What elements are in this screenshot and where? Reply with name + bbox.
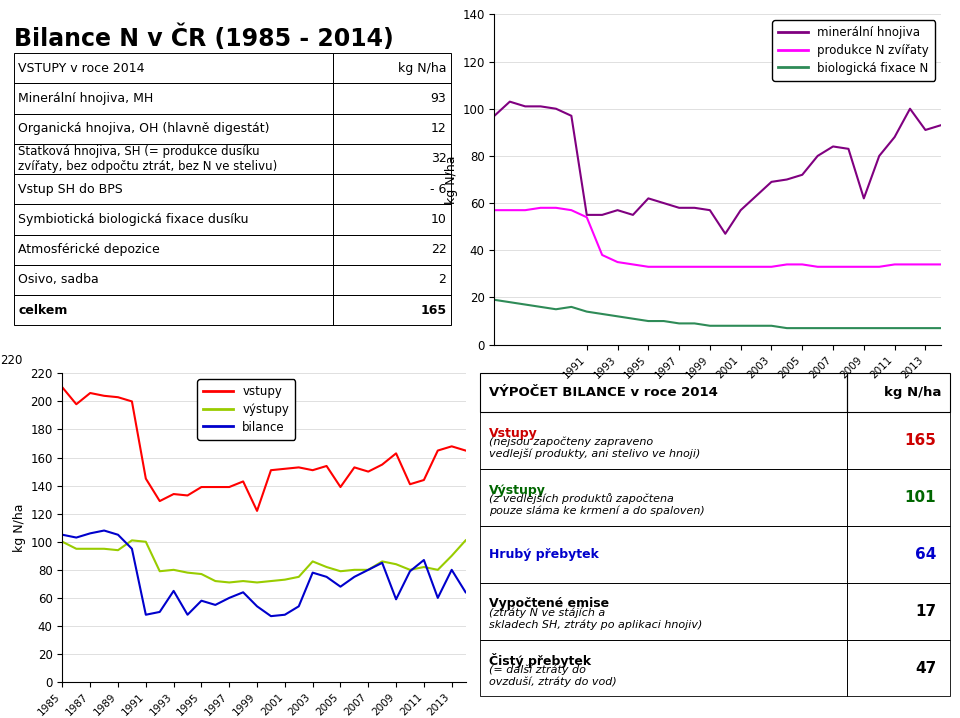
Text: kg N/ha: kg N/ha	[883, 386, 941, 399]
Text: 220: 220	[0, 354, 22, 367]
Text: Bilance N v ČR (1985 - 2014): Bilance N v ČR (1985 - 2014)	[14, 24, 394, 51]
Text: 101: 101	[904, 490, 936, 505]
Bar	[333, 205, 451, 235]
Text: - 6: - 6	[430, 182, 446, 196]
Text: Čistý přebytek: Čistý přebytek	[490, 653, 591, 668]
Text: Symbiotická biologická fixace dusíku: Symbiotická biologická fixace dusíku	[18, 213, 249, 226]
Text: 47: 47	[915, 661, 936, 676]
Bar	[847, 469, 950, 526]
Text: 22: 22	[431, 243, 446, 256]
Text: (z vedlejších produktů započtena
pouze sláma ke krmení a do spaloven): (z vedlejších produktů započtena pouze s…	[490, 493, 706, 516]
Y-axis label: kg N/ha: kg N/ha	[13, 503, 26, 552]
Text: kg N/ha: kg N/ha	[397, 62, 446, 75]
Text: (ztráty N ve stájích a
skladech SH, ztráty po aplikaci hnojiv): (ztráty N ve stájích a skladech SH, ztrá…	[490, 607, 703, 630]
Bar	[333, 265, 451, 295]
Text: 32: 32	[431, 152, 446, 165]
Text: Výstupy: Výstupy	[490, 483, 546, 497]
Bar	[847, 373, 950, 412]
Y-axis label: kg N/ha: kg N/ha	[445, 155, 458, 204]
Bar	[847, 583, 950, 640]
Text: Statková hnojiva, SH (= produkce dusíku
zvířaty, bez odpočtu ztrát, bez N ve ste: Statková hnojiva, SH (= produkce dusíku …	[18, 145, 277, 173]
Bar	[480, 583, 847, 640]
Legend: minerální hnojiva, produkce N zvířaty, biologická fixace N: minerální hnojiva, produkce N zvířaty, b…	[773, 20, 935, 80]
Bar	[847, 526, 950, 583]
Bar	[333, 295, 451, 325]
Text: VÝPOČET BILANCE v roce 2014: VÝPOČET BILANCE v roce 2014	[490, 386, 718, 399]
Bar	[333, 113, 451, 144]
Text: 93: 93	[431, 92, 446, 105]
Text: Vstupy: Vstupy	[490, 426, 539, 439]
Bar	[333, 83, 451, 113]
Text: 2: 2	[439, 274, 446, 286]
Bar	[14, 53, 333, 83]
Bar	[480, 526, 847, 583]
Text: Vypočtené emise: Vypočtené emise	[490, 597, 610, 610]
Text: VSTUPY v roce 2014: VSTUPY v roce 2014	[18, 62, 145, 75]
Bar	[14, 205, 333, 235]
Bar	[480, 469, 847, 526]
Bar	[333, 144, 451, 174]
Bar	[480, 373, 847, 412]
Bar	[14, 235, 333, 265]
Bar	[847, 640, 950, 696]
Bar	[14, 113, 333, 144]
Bar	[14, 174, 333, 205]
Text: celkem: celkem	[18, 304, 68, 317]
Text: Organická hnojiva, OH (hlavně digestát): Organická hnojiva, OH (hlavně digestát)	[18, 122, 270, 135]
Text: Vstup SH do BPS: Vstup SH do BPS	[18, 182, 123, 196]
Text: Atmosférické depozice: Atmosférické depozice	[18, 243, 160, 256]
Bar	[14, 295, 333, 325]
Bar	[14, 144, 333, 174]
Text: Minerální hnojiva, MH: Minerální hnojiva, MH	[18, 92, 154, 105]
Bar	[480, 412, 847, 469]
Text: 165: 165	[420, 304, 446, 317]
Bar	[333, 53, 451, 83]
Text: (nejsou započteny zapraveno
vedlejší produkty, ani stelivo ve hnoji): (nejsou započteny zapraveno vedlejší pro…	[490, 437, 701, 460]
Bar	[14, 265, 333, 295]
Bar	[333, 235, 451, 265]
Text: 10: 10	[430, 213, 446, 226]
Text: Hrubý přebytek: Hrubý přebytek	[490, 548, 599, 561]
Bar	[480, 640, 847, 696]
Legend: vstupy, výstupy, bilance: vstupy, výstupy, bilance	[198, 379, 295, 439]
Text: 64: 64	[915, 547, 936, 561]
Bar	[14, 83, 333, 113]
Text: (= další ztráty do
ovzduší, ztráty do vod): (= další ztráty do ovzduší, ztráty do vo…	[490, 664, 617, 687]
Text: 12: 12	[431, 122, 446, 135]
Text: 165: 165	[904, 433, 936, 448]
Bar	[333, 174, 451, 205]
Text: 17: 17	[915, 604, 936, 619]
Bar	[847, 412, 950, 469]
Text: Osivo, sadba: Osivo, sadba	[18, 274, 99, 286]
